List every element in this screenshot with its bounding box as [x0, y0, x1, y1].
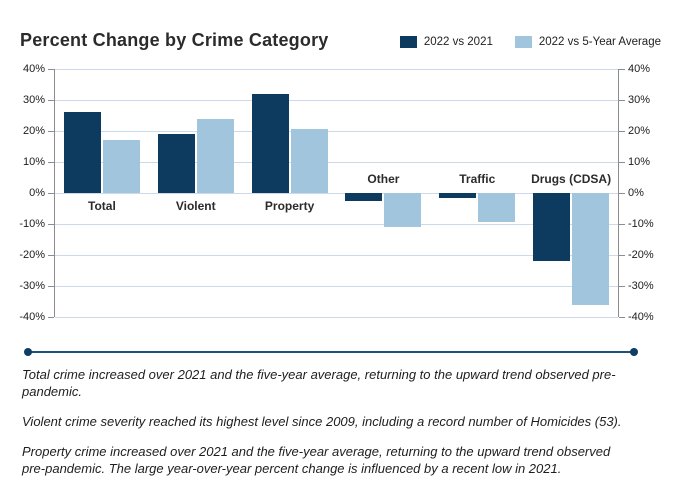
- y-axis-tick-left: [48, 161, 54, 163]
- y-axis-tick-right: [619, 223, 625, 225]
- y-tick-label-right: -30%: [628, 279, 654, 292]
- y-axis-tick-right: [619, 254, 625, 256]
- notes-section: Total crime increased over 2021 and the …: [22, 366, 622, 489]
- y-axis-tick-right: [619, 68, 625, 70]
- y-tick-label-left: 0%: [29, 186, 45, 199]
- gridline: [55, 99, 618, 101]
- y-tick-label-left: -40%: [19, 310, 45, 323]
- y-tick-label-left: -10%: [19, 217, 45, 230]
- gridline: [55, 285, 618, 287]
- legend-item-2022-vs-5-year-average: 2022 vs 5-Year Average: [514, 36, 661, 48]
- divider-dot-left: [24, 348, 32, 356]
- y-tick-label-right: 0%: [628, 186, 644, 199]
- y-tick-label-right: 10%: [628, 155, 651, 168]
- bar-2022-vs-5-year-average-total: [102, 140, 140, 193]
- y-axis-tick-right: [619, 285, 625, 287]
- y-tick-label-right: 20%: [628, 124, 651, 137]
- y-tick-label-left: 30%: [22, 93, 45, 106]
- bar-2022-vs-5-year-average-drugs-cdsa: [572, 193, 610, 305]
- y-tick-label-right: -10%: [628, 217, 654, 230]
- y-tick-label-left: 10%: [22, 155, 45, 168]
- y-axis-tick-left: [48, 254, 54, 256]
- gridline: [55, 130, 618, 132]
- y-axis-tick-right: [619, 161, 625, 163]
- legend-label: 2022 vs 5-Year Average: [538, 36, 661, 48]
- y-axis-tick-left: [48, 99, 54, 101]
- note-total-crime: Total crime increased over 2021 and the …: [22, 367, 616, 399]
- y-tick-label-right: -20%: [628, 248, 654, 261]
- bar-2022-vs-5-year-average-traffic: [478, 193, 516, 223]
- category-label-total: Total: [88, 199, 116, 213]
- legend-label: 2022 vs 2021: [423, 36, 493, 48]
- category-label-property: Property: [264, 199, 315, 213]
- y-axis-tick-left: [48, 285, 54, 287]
- gridline: [55, 161, 618, 163]
- note-property-crime: Property crime increased over 2021 and t…: [22, 444, 611, 476]
- y-axis-tick-right: [619, 316, 625, 318]
- category-label-drugs-cdsa: Drugs (CDSA): [531, 172, 612, 186]
- y-tick-label-left: -30%: [19, 279, 45, 292]
- gridline: [55, 254, 618, 256]
- bar-2022-vs-2021-total: [63, 112, 101, 193]
- y-axis-tick-left: [48, 192, 54, 194]
- y-axis-tick-left: [48, 223, 54, 225]
- y-axis-tick-right: [619, 192, 625, 194]
- y-axis-tick-left: [48, 316, 54, 318]
- bar-2022-vs-5-year-average-violent: [196, 118, 234, 193]
- category-label-traffic: Traffic: [459, 172, 496, 186]
- note-violent-crime: Violent crime severity reached its highe…: [22, 414, 622, 429]
- gridline: [55, 316, 618, 318]
- category-label-other: Other: [367, 172, 400, 186]
- plot-area: 40% 40% 30% 30% 20% 20% 10% 10% 0% 0% -10% -10% -20%…: [19, 63, 653, 323]
- y-tick-label-right: 40%: [628, 62, 651, 75]
- bar-2022-vs-2021-violent: [157, 134, 195, 193]
- bar-2022-vs-2021-other: [345, 193, 383, 201]
- y-axis-tick-left: [48, 130, 54, 132]
- gridline: [55, 68, 618, 70]
- y-tick-label-right: -40%: [628, 310, 654, 323]
- y-tick-label-right: 30%: [628, 93, 651, 106]
- y-axis-tick-right: [619, 130, 625, 132]
- legend-item-2022-vs-2021: 2022 vs 2021: [399, 36, 493, 48]
- category-label-violent: Violent: [175, 199, 216, 213]
- section-divider: [24, 348, 638, 356]
- bar-2022-vs-2021-property: [251, 93, 289, 193]
- legend-swatch-dark-navy-icon: [399, 36, 417, 48]
- bar-2022-vs-5-year-average-property: [290, 129, 328, 193]
- bar-2022-vs-2021-traffic: [439, 193, 477, 198]
- gridline: [55, 192, 618, 194]
- y-axis-tick-left: [48, 68, 54, 70]
- y-tick-label-left: -20%: [19, 248, 45, 261]
- legend-swatch-light-blue-icon: [514, 36, 532, 48]
- y-axis-tick-right: [619, 99, 625, 101]
- bar-2022-vs-2021-drugs-cdsa: [533, 193, 571, 262]
- divider-dot-right: [630, 348, 638, 356]
- chart-legend: 2022 vs 2021 2022 vs 5-Year Average: [399, 36, 661, 48]
- gridline: [55, 223, 618, 225]
- bar-2022-vs-5-year-average-other: [384, 193, 422, 228]
- y-tick-label-left: 40%: [22, 62, 45, 75]
- y-tick-label-left: 20%: [22, 124, 45, 137]
- page-title: Percent Change by Crime Category: [20, 30, 329, 50]
